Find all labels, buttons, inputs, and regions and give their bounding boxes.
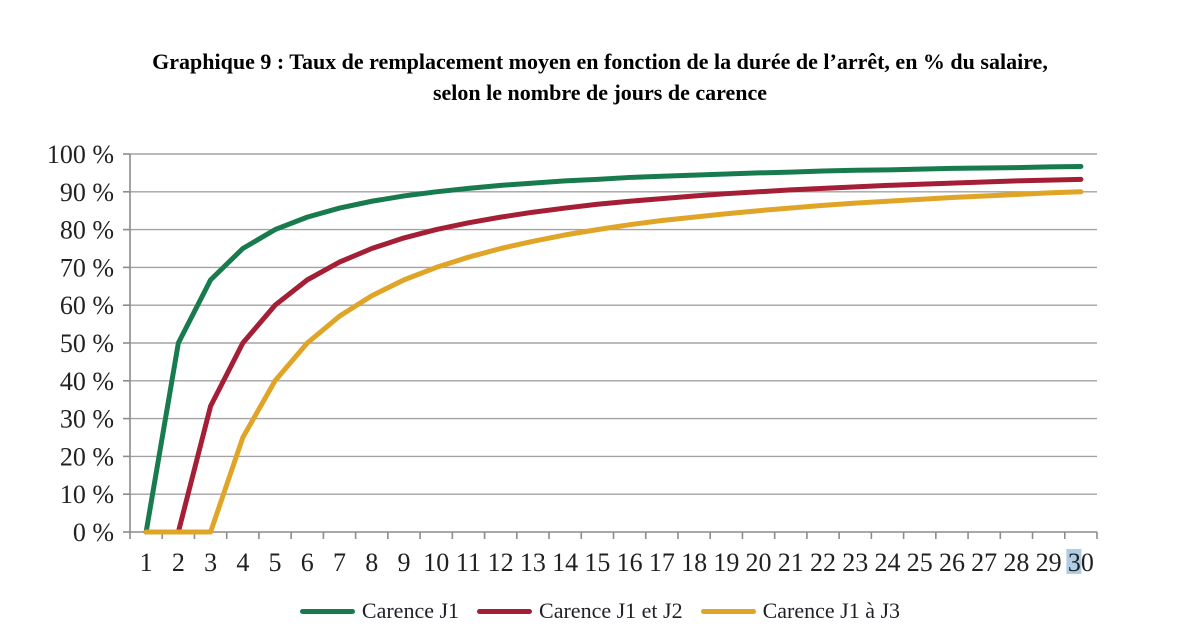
x-tick-label: 14 (552, 548, 578, 577)
series-line-carence-j1-j3 (143, 189, 1084, 535)
x-tick-label: 9 (397, 548, 410, 577)
legend-label-carence-j1-a-j3: Carence J1 à J3 (762, 598, 901, 623)
x-tick-label: 17 (649, 548, 675, 577)
x-tick-label: 5 (269, 548, 282, 577)
x-tick-label: 3 (204, 548, 217, 577)
series-line-carence-j1 (143, 163, 1084, 535)
legend-label-carence-j1-et-j2: Carence J1 et J2 (539, 598, 683, 623)
x-tick-label: 24 (874, 548, 900, 577)
x-tick-label: 22 (810, 548, 836, 577)
y-tick-label: 70 % (60, 253, 114, 282)
legend-line-swatch-yellow (700, 608, 756, 614)
x-tick-label: 18 (681, 548, 707, 577)
legend-item-carence-j1-a-j3: Carence J1 à J3 (700, 598, 901, 624)
y-tick-label: 10 % (60, 480, 114, 509)
x-tick-label: 19 (713, 548, 739, 577)
x-tick-label: 30 (1068, 548, 1094, 577)
series-line-carence-j1-et-j2 (143, 176, 1084, 535)
x-tick-label: 26 (939, 548, 965, 577)
y-tick-label: 50 % (60, 329, 114, 358)
chart-title-line1: Graphique 9 : Taux de remplacement moyen… (152, 49, 1048, 74)
y-tick-label: 40 % (60, 367, 114, 396)
x-tick-highlight (1066, 549, 1082, 574)
y-tick-label: 0 % (73, 518, 114, 547)
chart-title: Graphique 9 : Taux de remplacement moyen… (0, 46, 1200, 108)
x-tick-label: 29 (1036, 548, 1062, 577)
y-tick-label: 90 % (60, 178, 114, 207)
y-tick-label: 20 % (60, 442, 114, 471)
y-tick-label: 30 % (60, 405, 114, 434)
x-tick-label: 7 (333, 548, 346, 577)
legend-item-carence-j1: Carence J1 (299, 598, 460, 624)
x-tick-label: 1 (140, 548, 153, 577)
chart-title-line2: selon le nombre de jours de carence (432, 80, 768, 105)
x-tick-label: 4 (236, 548, 249, 577)
x-tick-label: 23 (842, 548, 868, 577)
x-tick-label: 6 (301, 548, 314, 577)
x-tick-label: 25 (907, 548, 933, 577)
legend-item-carence-j1-et-j2: Carence J1 et J2 (477, 598, 683, 624)
x-tick-label: 2 (172, 548, 185, 577)
y-tick-label: 100 % (47, 140, 114, 169)
x-tick-label: 20 (746, 548, 772, 577)
x-tick-label: 12 (488, 548, 514, 577)
x-tick-label: 21 (778, 548, 804, 577)
x-tick-label: 10 (423, 548, 449, 577)
x-tick-label: 27 (971, 548, 997, 577)
x-tick-label: 8 (365, 548, 378, 577)
y-tick-label: 60 % (60, 291, 114, 320)
x-tick-label: 11 (456, 548, 481, 577)
x-tick-label: 28 (1003, 548, 1029, 577)
legend-line-swatch-green (299, 608, 355, 614)
x-tick-label: 13 (520, 548, 546, 577)
y-tick-label: 80 % (60, 216, 114, 245)
chart-legend: Carence J1 Carence J1 et J2 Carence J1 à… (0, 598, 1200, 624)
legend-line-swatch-red (477, 608, 533, 614)
x-tick-label: 15 (584, 548, 610, 577)
legend-label-carence-j1: Carence J1 (361, 598, 460, 623)
x-tick-label: 16 (617, 548, 643, 577)
